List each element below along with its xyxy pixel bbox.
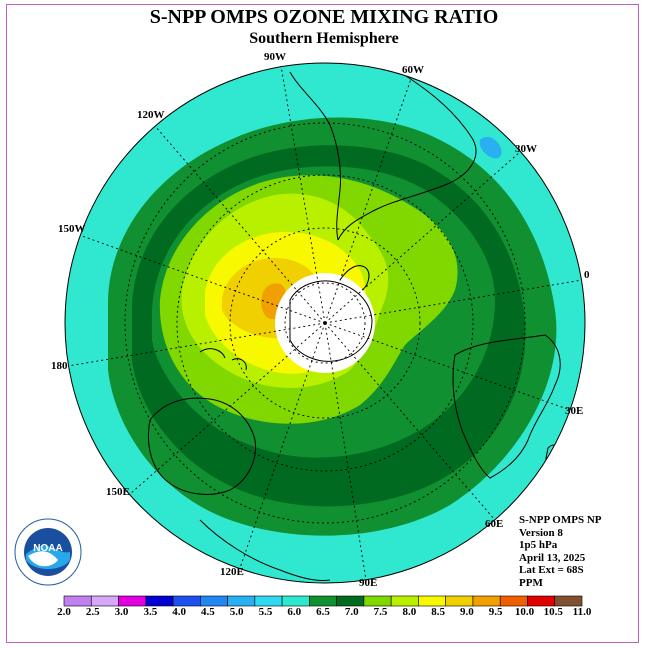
colorbar-label: 11.0 [572, 606, 592, 618]
asia-coast [199, 519, 331, 581]
noaa-logo-text: NOAA [33, 543, 62, 554]
antarctica-coast [289, 280, 373, 362]
lon-label-90w: 90W [264, 51, 286, 63]
info-pressure-level: 1p5 hPa [519, 539, 558, 551]
colorbar-label: 6.0 [287, 606, 302, 618]
colorbar-label: 2.0 [57, 606, 71, 618]
colorbar-label: 4.5 [201, 606, 215, 618]
lon-label-120w: 120W [137, 109, 165, 121]
colorbar-label: 10.5 [543, 606, 563, 618]
info-instrument: S-NPP OMPS NP [519, 514, 602, 526]
colorbar-label: 7.0 [344, 606, 359, 618]
lon-label-60w: 60W [402, 64, 424, 76]
figure-frame [6, 4, 639, 643]
info-date: April 13, 2025 [519, 551, 586, 564]
lon-label-150e: 150E [106, 486, 130, 498]
lon-label-150w: 150W [58, 223, 86, 235]
south-pole-marker [323, 321, 327, 325]
lon-label-0: 0 [584, 269, 590, 281]
new-zealand-coast [199, 348, 247, 371]
noaa-logo: NOAA [14, 518, 82, 586]
colorbar-label: 3.0 [114, 606, 129, 618]
contour-5-5 [479, 136, 502, 159]
colorbar-label: 7.5 [373, 606, 388, 618]
antarctic-peninsula [339, 265, 370, 291]
map-title: S-NPP OMPS OZONE MIXING RATIO [149, 6, 499, 28]
lon-label-30e: 30E [565, 405, 584, 417]
australia-coast [147, 397, 257, 495]
colorbar-label: 10.0 [514, 606, 535, 618]
info-version: Version 8 [519, 526, 563, 539]
map-boundary [64, 62, 586, 584]
africa-coast [452, 334, 561, 479]
lon-label-90e: 90E [359, 577, 378, 589]
colorbar-label: 3.5 [143, 606, 158, 618]
colorbar-label: 9.0 [460, 606, 474, 618]
lon-label-180: 180 [51, 360, 68, 372]
colorbar-label: 8.0 [402, 606, 417, 618]
colorbar-label: 9.5 [488, 606, 503, 618]
map-subtitle: Southern Hemisphere [249, 30, 399, 47]
colorbar-label: 8.5 [431, 606, 445, 618]
info-lat-extent: Lat Ext = 68S [519, 564, 584, 576]
colorbar-label: 4.0 [172, 606, 186, 618]
info-block: S-NPP OMPS NP Version 8 1p5 hPa April 13… [519, 514, 602, 589]
colorbar-label: 6.5 [316, 606, 330, 618]
colorbar-label: 5.0 [229, 606, 244, 618]
graticule [67, 65, 583, 581]
colorbar-label: 5.5 [258, 606, 273, 618]
info-units: PPM [519, 576, 543, 589]
lon-label-120e: 120E [220, 566, 244, 578]
colorbar-label: 2.5 [85, 606, 100, 618]
south-america-coast [289, 71, 477, 241]
lon-label-60e: 60E [485, 518, 504, 530]
lon-label-30w: 30W [515, 143, 537, 155]
